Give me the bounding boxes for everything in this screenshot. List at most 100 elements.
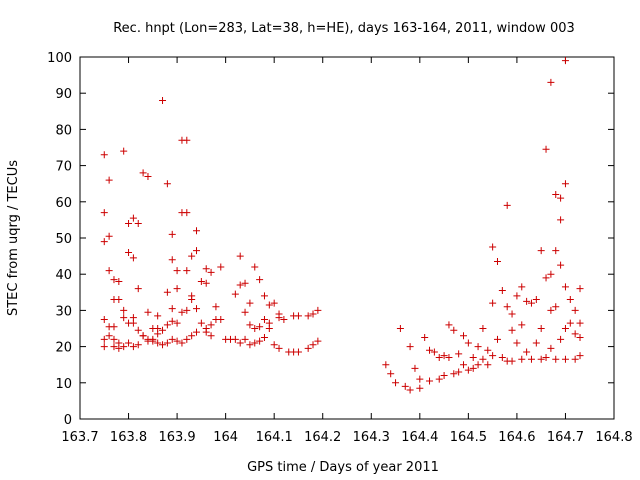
data-point <box>212 303 220 311</box>
data-point <box>571 330 579 338</box>
data-point <box>110 323 118 331</box>
data-point <box>552 247 560 255</box>
data-point <box>100 343 108 351</box>
data-point <box>178 308 186 316</box>
data-point <box>100 151 108 159</box>
x-tick-label: 164.5 <box>450 430 487 445</box>
data-point <box>474 361 482 369</box>
data-point <box>552 303 560 311</box>
data-point <box>193 227 201 235</box>
data-point <box>110 276 118 284</box>
data-point <box>518 321 526 329</box>
data-point <box>537 355 545 363</box>
data-point <box>547 344 555 352</box>
data-point <box>251 325 259 332</box>
axes: 163.7 163.8 163.9 164 164.1 164.2 164.3 164.4 16… <box>47 51 632 445</box>
x-tick-label: 164 <box>213 430 238 445</box>
data-point <box>561 283 569 291</box>
data-point <box>314 337 322 345</box>
data-point <box>571 306 579 314</box>
data-point <box>188 296 196 304</box>
data-point <box>561 325 569 332</box>
data-point <box>207 321 215 329</box>
data-point <box>197 319 205 327</box>
data-point <box>115 277 123 285</box>
data-point <box>154 339 162 347</box>
data-point <box>256 323 264 331</box>
data-point <box>207 332 215 340</box>
x-tick-label: 164.6 <box>498 430 535 445</box>
x-axis-label: GPS time / Days of year 2011 <box>247 460 439 475</box>
data-point <box>105 232 113 240</box>
data-point <box>542 274 550 282</box>
data-point <box>304 312 312 320</box>
data-point <box>527 355 535 363</box>
data-point <box>100 315 108 323</box>
data-point <box>489 299 497 307</box>
data-point <box>159 326 167 334</box>
data-point <box>115 344 123 352</box>
data-point <box>139 169 147 177</box>
data-point <box>110 343 118 351</box>
data-point <box>508 357 516 365</box>
data-point <box>309 341 317 349</box>
data-point <box>129 254 137 262</box>
data-point <box>513 292 521 300</box>
data-point <box>513 339 521 347</box>
data-point <box>241 335 249 343</box>
data-point <box>173 267 181 275</box>
y-tick-label: 0 <box>64 413 72 428</box>
y-tick-label: 40 <box>55 268 72 283</box>
data-point <box>309 310 317 318</box>
data-point <box>479 355 487 363</box>
data-point <box>542 145 550 153</box>
data-point <box>115 296 123 304</box>
data-point <box>440 352 448 360</box>
data-point <box>464 366 472 374</box>
data-point <box>236 281 244 289</box>
data-point <box>518 355 526 363</box>
data-point <box>275 314 283 322</box>
data-point <box>392 379 400 387</box>
y-tick-label: 20 <box>55 341 72 356</box>
data-point <box>508 310 516 318</box>
data-point <box>566 296 574 304</box>
y-tick-label: 80 <box>55 123 72 138</box>
data-point <box>129 343 137 351</box>
data-point <box>547 270 555 278</box>
data-point <box>435 375 443 383</box>
data-point <box>236 339 244 347</box>
data-point <box>110 335 118 343</box>
data-point <box>188 252 196 260</box>
data-point <box>163 321 171 329</box>
data-point <box>561 355 569 363</box>
data-point <box>173 337 181 345</box>
data-point <box>125 339 133 347</box>
data-point <box>163 339 171 347</box>
data-point <box>105 332 113 340</box>
data-point <box>304 344 312 352</box>
data-point <box>557 261 565 269</box>
data-point <box>260 334 268 342</box>
data-point <box>168 305 176 313</box>
data-point <box>469 364 477 372</box>
data-point <box>557 335 565 343</box>
y-tick-label: 50 <box>55 232 72 247</box>
data-point <box>396 325 404 332</box>
data-point <box>120 147 128 155</box>
data-point <box>294 348 302 356</box>
y-tick-label: 10 <box>55 377 72 392</box>
data-point <box>251 339 259 347</box>
data-point <box>518 283 526 291</box>
data-point <box>430 348 438 356</box>
data-point <box>154 312 162 320</box>
data-point <box>120 306 128 314</box>
data-point <box>246 321 254 329</box>
data-point <box>120 343 128 351</box>
data-point <box>557 194 565 202</box>
data-point <box>503 201 511 209</box>
data-point <box>197 277 205 285</box>
data-point <box>260 315 268 323</box>
data-point <box>183 209 191 217</box>
